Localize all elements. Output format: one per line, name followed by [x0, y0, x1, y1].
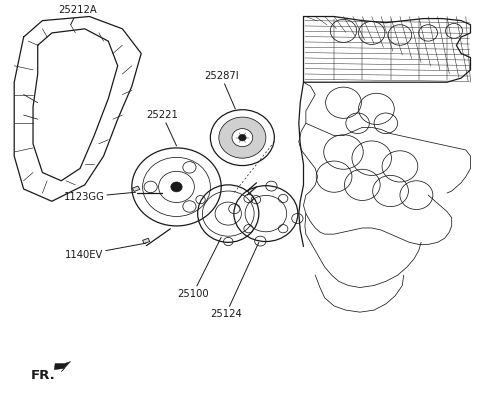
Text: FR.: FR. — [31, 369, 55, 382]
Text: 25287I: 25287I — [204, 71, 239, 109]
Text: 1140EV: 1140EV — [65, 243, 146, 260]
Text: 1123GG: 1123GG — [63, 192, 135, 202]
Circle shape — [219, 117, 266, 158]
Text: 25212A: 25212A — [59, 5, 97, 25]
Text: 25124: 25124 — [210, 242, 259, 319]
Text: 25100: 25100 — [177, 238, 221, 299]
Polygon shape — [143, 238, 150, 243]
Polygon shape — [132, 186, 140, 191]
Circle shape — [232, 129, 252, 147]
Circle shape — [171, 182, 182, 192]
Text: 25221: 25221 — [146, 110, 179, 146]
Polygon shape — [54, 362, 71, 372]
Circle shape — [239, 134, 246, 141]
